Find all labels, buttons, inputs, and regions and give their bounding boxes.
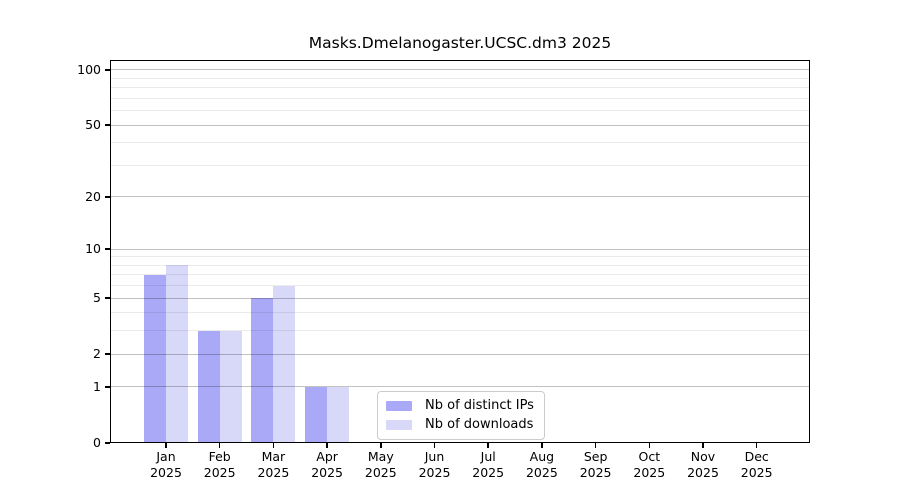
- y-tick-label: 10: [85, 241, 101, 257]
- x-tick-label: Jul 2025: [458, 449, 518, 480]
- y-tick-label: 50: [85, 117, 101, 133]
- bar-downloads-apr: [327, 386, 350, 443]
- x-tick-label: Sep 2025: [566, 449, 626, 480]
- y-tick-label: 2: [93, 346, 101, 362]
- x-tick-mark: [487, 443, 489, 448]
- x-tick-year-label: 2025: [633, 464, 666, 480]
- y-tick-mark: [105, 442, 110, 444]
- x-tick-year-label: 2025: [311, 464, 343, 480]
- gridline-major: [110, 196, 810, 198]
- legend-label-downloads: Nb of downloads: [425, 417, 534, 432]
- chart-title: Masks.Dmelanogaster.UCSC.dm3 2025: [308, 34, 612, 52]
- legend-label-distinct-ips: Nb of distinct IPs: [425, 398, 534, 413]
- x-tick-mark: [326, 443, 328, 448]
- gridline-minor: [110, 87, 810, 89]
- y-tick-mark: [105, 248, 110, 250]
- gridline-major: [110, 353, 810, 355]
- x-tick-label: Aug 2025: [512, 449, 572, 480]
- x-tick-year-label: 2025: [525, 464, 558, 480]
- x-tick-year-label: 2025: [203, 464, 236, 480]
- gridline-minor: [110, 274, 810, 276]
- x-tick-label: Jun 2025: [405, 449, 465, 480]
- y-tick-mark: [105, 386, 110, 388]
- gridline-minor: [110, 285, 810, 287]
- legend-swatch-distinct-ips-icon: [386, 401, 412, 411]
- gridline-major: [110, 297, 810, 299]
- y-tick-label: 5: [93, 290, 101, 306]
- x-tick-mark: [165, 443, 167, 448]
- gridline-minor: [110, 97, 810, 99]
- y-tick-label: 0: [93, 435, 101, 450]
- gridline-major: [110, 124, 810, 126]
- x-tick-mark: [702, 443, 704, 448]
- x-tick-mark: [433, 443, 436, 448]
- x-tick-year-label: 2025: [364, 464, 397, 480]
- x-tick-label: Feb 2025: [190, 449, 250, 480]
- bar-distinct-ips-jan: [144, 274, 166, 443]
- x-tick-label: Oct 2025: [619, 449, 679, 480]
- legend-item-distinct-ips: Nb of distinct IPs: [386, 398, 534, 414]
- y-tick-mark: [105, 297, 110, 299]
- bar-downloads-mar: [273, 285, 296, 443]
- gridline-major: [110, 248, 810, 250]
- x-tick-mark: [648, 443, 651, 448]
- x-tick-label: Jan 2025: [136, 449, 196, 480]
- legend-swatch-downloads-icon: [386, 420, 412, 430]
- y-tick-mark: [105, 196, 110, 198]
- bar-distinct-ips-mar: [251, 298, 274, 443]
- bar-distinct-ips-apr: [305, 386, 328, 443]
- y-tick-mark: [105, 353, 110, 355]
- y-tick-mark: [105, 124, 110, 126]
- y-tick-mark: [105, 69, 110, 71]
- bar-downloads-jan: [166, 265, 188, 443]
- x-tick-year-label: 2025: [579, 464, 612, 480]
- x-tick-year-label: 2025: [472, 464, 505, 480]
- gridline-minor: [110, 312, 810, 314]
- x-tick-year-label: 2025: [418, 464, 451, 480]
- gridline-minor: [110, 264, 810, 266]
- y-tick-label: 20: [85, 188, 101, 204]
- gridline-minor: [110, 142, 810, 144]
- x-tick-label: Dec 2025: [727, 449, 787, 480]
- gridline-major: [110, 386, 810, 388]
- x-tick-mark: [218, 443, 221, 448]
- y-tick-label: 1: [93, 378, 101, 394]
- x-tick-label: Apr 2025: [297, 449, 357, 480]
- legend: Nb of distinct IPs Nb of downloads: [377, 391, 545, 440]
- x-tick-year-label: 2025: [687, 464, 719, 480]
- bar-downloads-feb: [219, 330, 242, 443]
- y-tick-label: 100: [77, 61, 101, 77]
- bar-distinct-ips-feb: [197, 330, 220, 443]
- x-tick-label: May 2025: [351, 449, 411, 480]
- x-tick-label: Nov 2025: [673, 449, 733, 480]
- gridline-minor: [110, 164, 810, 166]
- legend-item-downloads: Nb of downloads: [386, 417, 534, 433]
- gridline-major: [110, 69, 810, 71]
- x-tick-mark: [755, 443, 758, 448]
- x-tick-mark: [594, 443, 597, 448]
- gridline-minor: [110, 256, 810, 258]
- x-tick-year-label: 2025: [257, 464, 290, 480]
- x-tick-mark: [380, 443, 382, 448]
- x-tick-year-label: 2025: [150, 464, 182, 480]
- x-tick-year-label: 2025: [740, 464, 773, 480]
- x-tick-mark: [272, 443, 275, 448]
- gridline-minor: [110, 77, 810, 79]
- x-tick-mark: [541, 443, 543, 448]
- gridline-minor: [110, 110, 810, 112]
- x-tick-label: Mar 2025: [243, 449, 303, 480]
- gridline-minor: [110, 330, 810, 332]
